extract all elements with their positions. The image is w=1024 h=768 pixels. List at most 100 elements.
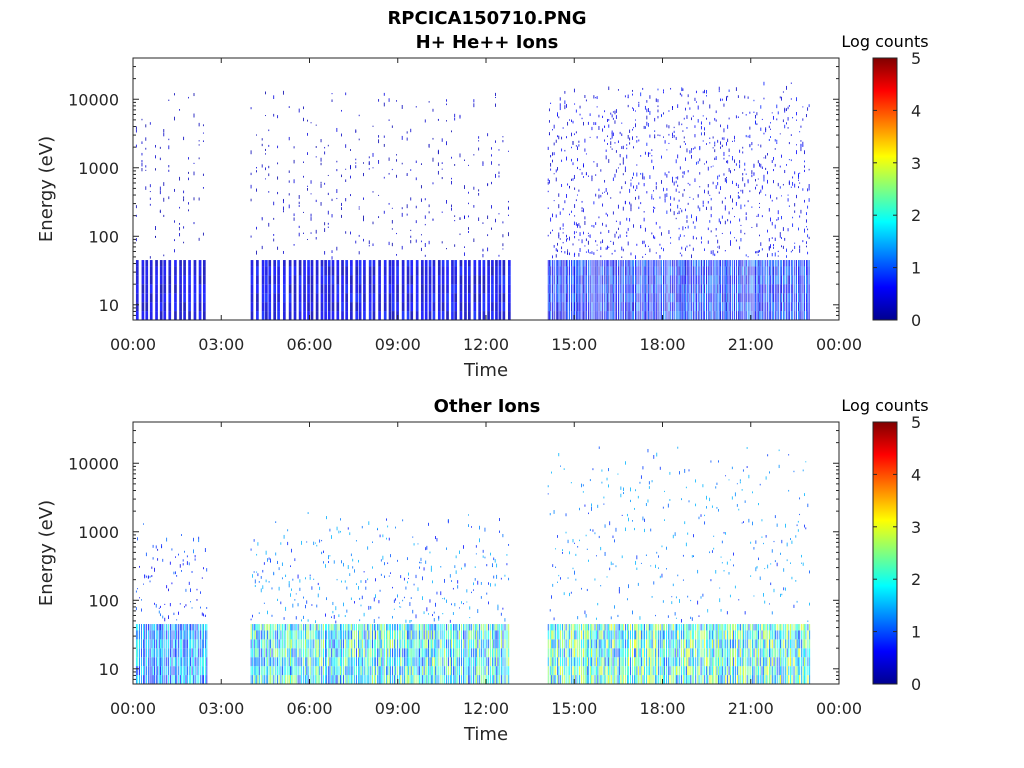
data-cell bbox=[459, 217, 461, 220]
data-cell bbox=[550, 217, 552, 222]
data-cell bbox=[280, 657, 282, 667]
data-cell bbox=[706, 117, 707, 120]
data-cell bbox=[802, 240, 804, 243]
data-cell bbox=[145, 147, 147, 150]
data-cell bbox=[440, 624, 442, 631]
data-cell bbox=[739, 196, 741, 199]
data-cell bbox=[350, 231, 351, 235]
data-cell bbox=[629, 284, 631, 294]
data-cell bbox=[784, 302, 786, 312]
data-cell bbox=[430, 675, 432, 684]
data-cell bbox=[585, 311, 587, 320]
data-cell bbox=[363, 666, 365, 676]
data-cell bbox=[256, 170, 257, 173]
data-cell bbox=[635, 110, 636, 112]
data-cell bbox=[281, 630, 283, 640]
data-cell bbox=[193, 537, 194, 542]
data-cell bbox=[507, 311, 511, 320]
data-cell bbox=[347, 624, 349, 631]
data-cell bbox=[333, 639, 335, 649]
data-cell bbox=[182, 666, 184, 676]
data-cell bbox=[292, 630, 294, 640]
data-cell bbox=[566, 156, 567, 161]
data-cell bbox=[646, 293, 648, 303]
data-cell bbox=[379, 675, 381, 684]
data-cell bbox=[581, 117, 583, 120]
data-cell bbox=[774, 311, 776, 320]
data-cell bbox=[324, 639, 326, 649]
data-cell bbox=[653, 209, 654, 213]
data-cell bbox=[430, 666, 432, 676]
data-cell bbox=[341, 174, 342, 178]
data-cell bbox=[355, 260, 359, 267]
data-cell bbox=[466, 639, 468, 649]
data-cell bbox=[654, 275, 656, 285]
data-cell bbox=[720, 221, 721, 225]
data-cell bbox=[691, 117, 692, 121]
data-cell bbox=[396, 100, 398, 102]
data-cell bbox=[149, 284, 153, 294]
data-cell bbox=[577, 224, 578, 228]
data-cell bbox=[553, 266, 555, 276]
data-cell bbox=[495, 260, 498, 267]
data-cell bbox=[595, 122, 597, 125]
data-cell bbox=[730, 220, 731, 224]
data-cell bbox=[290, 666, 291, 676]
data-cell bbox=[796, 112, 797, 116]
data-cell bbox=[740, 293, 742, 303]
data-cell bbox=[747, 200, 749, 203]
data-cell bbox=[495, 266, 498, 276]
data-cell bbox=[155, 603, 157, 608]
data-cell bbox=[735, 201, 737, 206]
data-cell bbox=[320, 157, 322, 162]
data-cell bbox=[734, 135, 735, 140]
data-cell bbox=[166, 537, 168, 542]
data-cell bbox=[466, 601, 468, 603]
data-cell bbox=[617, 260, 619, 267]
data-cell bbox=[441, 260, 445, 267]
data-cell bbox=[341, 214, 342, 218]
data-cell bbox=[273, 266, 277, 276]
data-cell bbox=[321, 666, 323, 676]
data-cell bbox=[723, 266, 725, 276]
data-cell bbox=[405, 624, 407, 631]
data-cell bbox=[297, 648, 299, 658]
data-cell bbox=[347, 666, 349, 676]
data-cell bbox=[347, 648, 349, 658]
data-cell bbox=[415, 260, 419, 267]
data-cell bbox=[298, 205, 300, 207]
data-cell bbox=[299, 648, 301, 658]
data-cell bbox=[401, 293, 405, 303]
data-cell bbox=[152, 666, 154, 676]
data-cell bbox=[482, 648, 484, 658]
data-cell bbox=[626, 260, 628, 267]
data-cell bbox=[400, 648, 402, 658]
data-cell bbox=[548, 109, 550, 112]
data-cell bbox=[447, 666, 449, 676]
data-cell bbox=[677, 284, 679, 294]
data-cell bbox=[315, 639, 317, 649]
data-cell bbox=[190, 648, 191, 658]
data-cell bbox=[659, 243, 661, 246]
data-cell bbox=[734, 275, 735, 285]
data-cell bbox=[700, 236, 702, 240]
data-cell bbox=[774, 260, 776, 267]
data-cell bbox=[804, 160, 805, 163]
data-cell bbox=[591, 126, 593, 131]
data-cell bbox=[321, 675, 323, 684]
data-cell bbox=[706, 206, 707, 210]
data-cell bbox=[452, 630, 454, 640]
data-cell bbox=[260, 624, 262, 631]
data-cell bbox=[479, 525, 480, 530]
data-cell bbox=[410, 630, 412, 640]
data-cell bbox=[173, 612, 175, 616]
data-cell bbox=[487, 311, 490, 320]
data-cell bbox=[159, 302, 163, 312]
data-cell bbox=[710, 260, 712, 267]
data-cell bbox=[395, 624, 397, 631]
data-cell bbox=[755, 266, 756, 276]
data-cell bbox=[550, 266, 552, 276]
data-cell bbox=[436, 624, 438, 631]
data-cell bbox=[451, 666, 452, 676]
data-cell bbox=[784, 107, 786, 110]
